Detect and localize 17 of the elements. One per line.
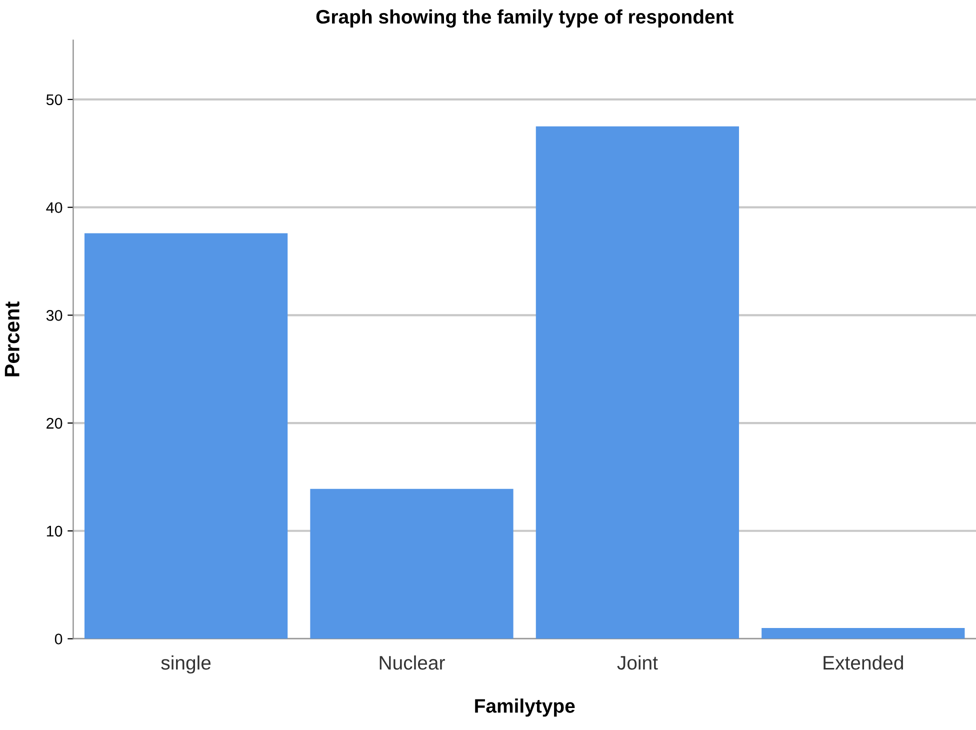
y-tick-label: 30: [46, 310, 62, 321]
x-axis-title: Familytype: [475, 698, 575, 717]
y-axis-title: Percent: [4, 301, 20, 376]
chart-title: Graph showing the family type of respondent: [316, 9, 734, 28]
y-tick-label: 50: [46, 94, 62, 106]
x-tick-label: Extended: [824, 655, 903, 670]
y-tick-label: 20: [46, 418, 62, 429]
y-tick-label: 10: [46, 526, 62, 537]
y-tick-label: 0: [54, 634, 62, 644]
bar: [84, 233, 288, 639]
y-tick-label: 40: [46, 202, 62, 214]
bar: [762, 628, 965, 639]
bar: [536, 126, 740, 639]
x-tick-label: Nuclear: [380, 655, 445, 670]
x-tick-label: Joint: [617, 655, 658, 670]
bar: [310, 488, 514, 639]
x-tick-label: single: [161, 655, 211, 674]
